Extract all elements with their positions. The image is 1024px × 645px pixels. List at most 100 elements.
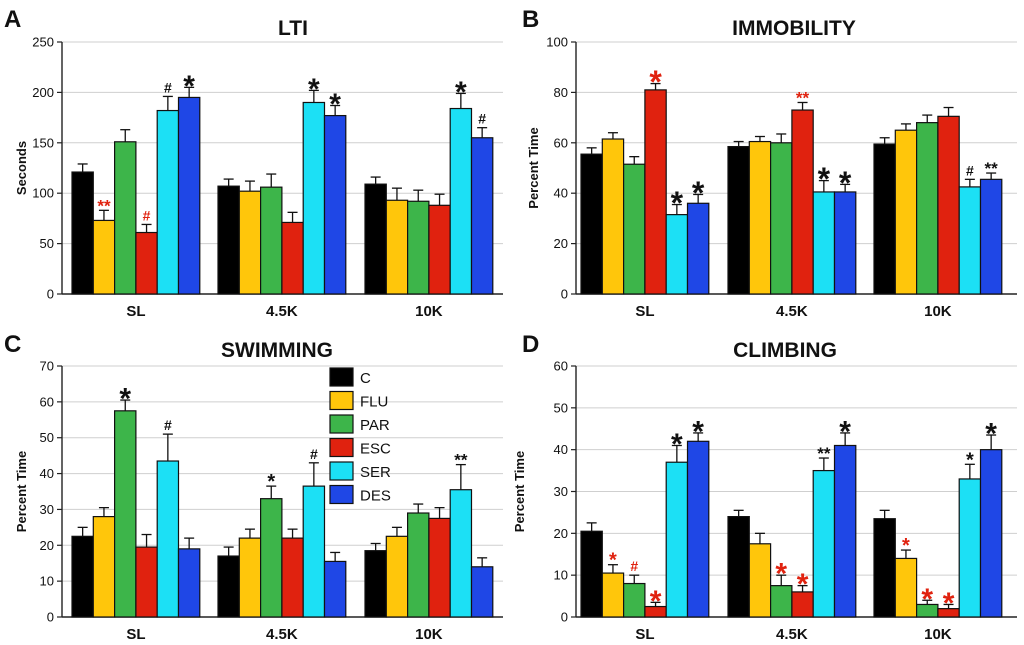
chart-title: CLIMBING [733,339,837,362]
bar-esc-sl [135,546,158,618]
bar-esc-45k [281,537,304,618]
y-tick-label: 0 [561,287,568,302]
significance-marker: * [839,165,852,201]
bar-c-sl [71,535,94,618]
significance-marker: * [119,383,131,416]
significance-marker: * [671,428,683,461]
legend-swatch-c [329,367,354,387]
x-tick-label: SL [126,303,145,320]
bar-flu-10k [894,129,918,295]
bar-des-sl [177,96,201,295]
y-tick-label: 60 [40,394,54,409]
x-tick-label: 4.5K [266,626,298,643]
y-tick-label: 200 [32,85,54,100]
significance-marker: * [921,583,933,616]
significance-marker: # [478,111,486,127]
bar-par-sl [113,410,137,618]
x-tick-label: SL [635,303,654,320]
significance-marker: * [966,449,974,471]
significance-marker: # [966,162,974,178]
bar-par-sl [622,163,646,295]
bar-ser-sl [665,461,689,618]
panel-c: C SWIMMING Percent Time 0 10 20 30 40 50 60 70 SL 4.… [4,331,503,643]
legend-label-flu: FLU [360,394,388,411]
y-tick-label: 100 [546,35,568,50]
bar-par-10k [407,200,430,295]
panel-letter: C [4,331,21,358]
bar-esc-sl [644,89,667,295]
significance-marker: # [164,79,172,95]
bar-flu-sl [92,515,116,618]
bar-des-45k [323,114,347,295]
bar-par-10k [407,512,430,618]
bar-des-sl [686,202,710,295]
bar-par-sl [113,141,137,295]
bar-c-10k [364,550,387,618]
y-tick-label: 40 [40,466,54,481]
bar-c-sl [580,530,603,618]
bar-flu-sl [92,219,116,295]
bar-esc-45k [281,221,304,295]
x-tick-label: 10K [924,626,952,643]
x-tick-label: 10K [924,303,952,320]
y-axis-label: Percent Time [526,127,541,208]
significance-marker: # [164,417,172,433]
bar-des-45k [323,560,347,618]
y-tick-label: 20 [554,236,568,251]
significance-marker: * [649,64,662,100]
legend-label-ser: SER [360,464,391,481]
legend-label-esc: ESC [360,441,391,458]
bar-ser-10k [958,478,982,618]
bar-des-10k [470,137,494,295]
y-tick-label: 20 [40,538,54,553]
y-tick-label: 0 [47,610,54,625]
significance-marker: * [267,471,275,493]
bar-esc-10k [428,204,451,295]
legend: C FLU PAR ESC SER DES [329,367,391,505]
significance-marker: * [308,73,320,106]
bar-flu-sl [601,138,625,295]
bar-ser-sl [156,109,180,295]
y-tick-label: 20 [554,526,568,541]
y-tick-label: 150 [32,135,54,150]
bar-c-45k [727,145,750,295]
bar-des-10k [979,178,1003,295]
bar-par-45k [260,186,283,295]
significance-marker: ** [796,89,810,108]
panel-b: B IMMOBILITY Percent Time 0 20 40 60 80 100 SL 4.5… [522,6,1017,320]
significance-marker: # [310,446,318,462]
significance-marker: * [943,587,955,620]
legend-label-c: C [360,370,371,387]
significance-marker: * [775,558,787,591]
bar-des-10k [470,566,494,618]
bar-ser-sl [156,460,180,618]
significance-marker: * [902,535,910,557]
y-tick-label: 50 [40,430,54,445]
bar-flu-10k [385,535,409,618]
bar-ser-45k [302,485,326,618]
bar-c-sl [71,171,94,295]
panel-d: D CLIMBING Percent Time 0 10 20 30 40 50 60 SL 4.5K… [512,331,1017,643]
y-tick-label: 30 [554,484,568,499]
significance-marker: * [818,161,831,197]
significance-marker: ** [454,451,468,470]
x-tick-label: 10K [415,626,443,643]
y-tick-label: 80 [554,85,568,100]
y-axis-label: Seconds [14,141,29,195]
y-tick-label: 50 [40,236,54,251]
bar-esc-45k [791,109,814,295]
bar-des-sl [686,440,710,618]
panel-letter: B [522,6,539,33]
significance-marker: # [143,207,151,223]
significance-marker: * [455,76,467,109]
chart-title: SWIMMING [221,339,333,362]
y-tick-label: 40 [554,186,568,201]
bar-par-45k [260,498,283,618]
significance-marker: * [839,415,851,448]
bar-par-45k [769,142,793,295]
panel-letter: D [522,331,539,358]
bar-c-sl [580,153,603,295]
legend-swatch-ser [329,461,354,481]
